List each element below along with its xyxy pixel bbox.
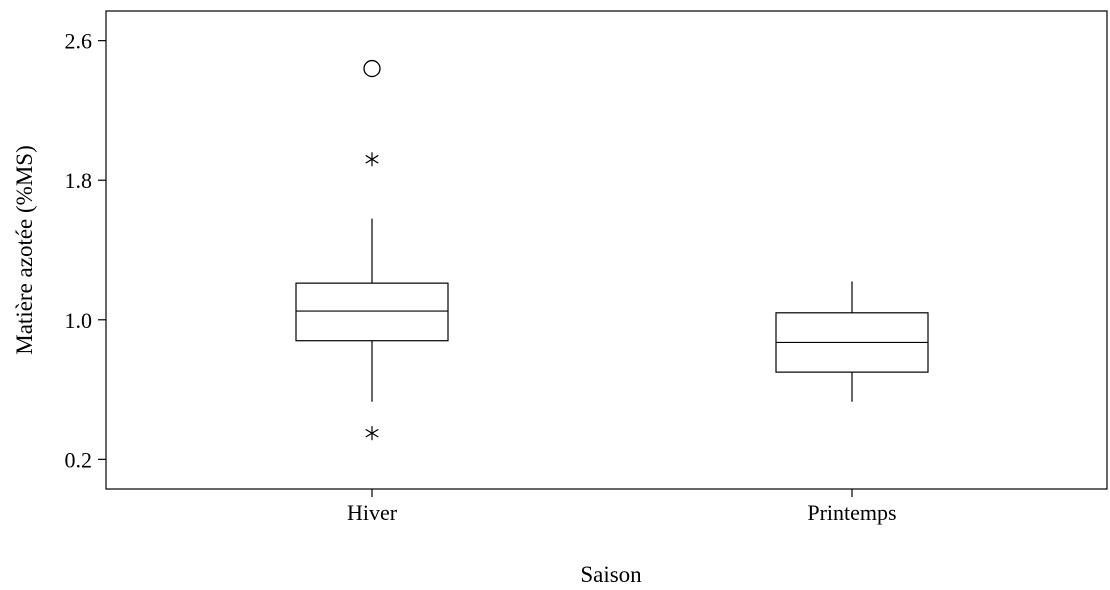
asterisk-stroke [365,428,379,438]
box-group [295,59,449,441]
y-tick-label: 1.8 [65,168,93,193]
x-axis: Hiver Printemps [347,489,897,525]
box-group [775,281,929,402]
y-tick-label: 0.2 [65,447,93,472]
x-axis-title: Saison [580,562,642,587]
y-tick-label: 1.0 [65,308,93,333]
box-iqr [295,282,449,342]
outlier-circle [363,59,381,78]
x-tick-label: Hiver [347,500,398,525]
asterisk-stroke [365,154,379,164]
plot-frame [105,10,1108,490]
outlier-asterisk [365,426,379,441]
y-tick-label: 2.6 [65,29,93,54]
y-axis: 0.2 1.0 1.8 2.6 [65,29,106,472]
x-tick-label: Printemps [807,500,896,525]
y-axis-title: Matière azotée (%MS) [12,145,37,354]
outlier-asterisk [365,152,379,167]
boxes [295,59,929,441]
